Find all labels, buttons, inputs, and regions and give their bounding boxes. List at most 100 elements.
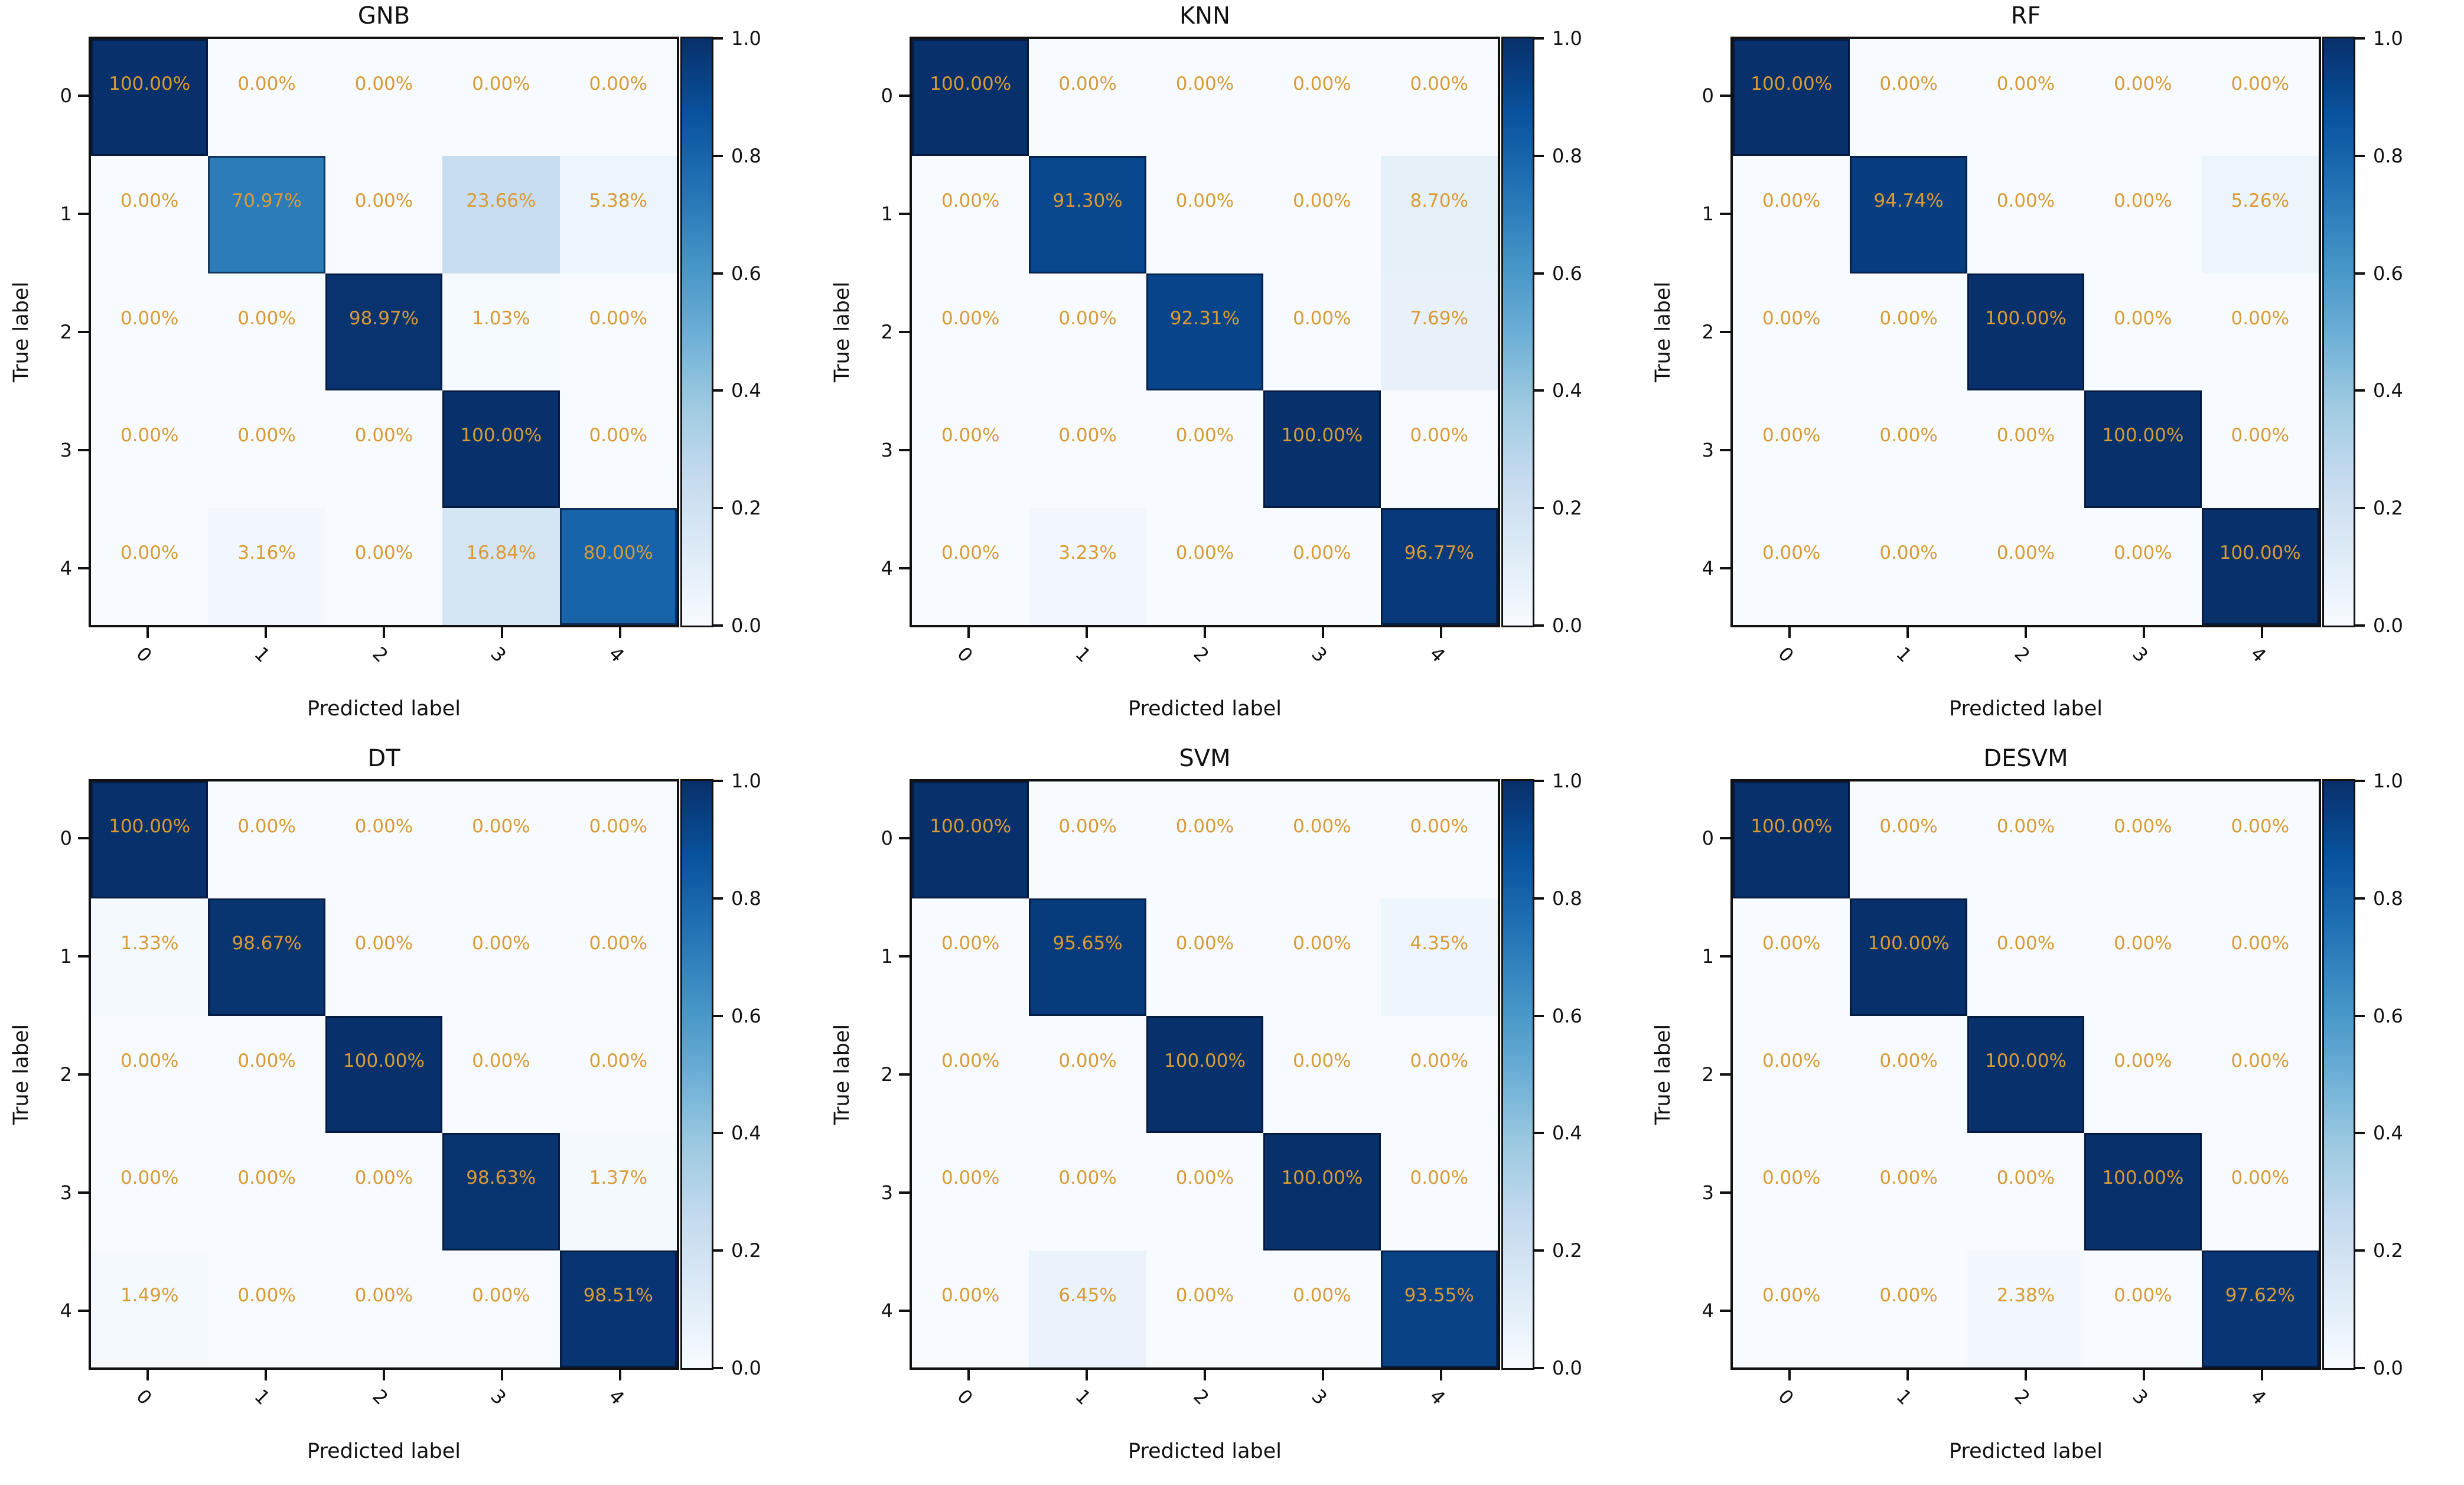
matrix-cell: 0.00%: [1146, 1250, 1264, 1367]
cell-value: 0.00%: [1762, 1284, 1821, 1306]
y-tick-label: 0: [881, 84, 893, 107]
x-tick-mark: [2261, 627, 2263, 638]
cell-value: 0.00%: [1293, 1284, 1351, 1306]
colorbar: [1501, 37, 1534, 627]
cell-value: 100.00%: [1281, 425, 1363, 447]
cell-value: 0.00%: [120, 307, 179, 329]
matrix-cell: 94.74%: [1850, 156, 1967, 273]
cell-value: 0.00%: [354, 73, 413, 95]
x-tick-label: 4: [1425, 1385, 1450, 1409]
y-tick-mark: [1720, 567, 1730, 569]
cell-value: 0.00%: [1175, 816, 1234, 837]
panel-title: DESVM: [1983, 745, 2068, 772]
matrix-cell: 0.00%: [1967, 156, 2085, 273]
matrix-cell: 95.65%: [1029, 898, 1146, 1016]
matrix-cell: 98.67%: [208, 898, 325, 1016]
matrix-cell: 91.30%: [1029, 156, 1146, 273]
confusion-matrix: 100.00% 0.00% 0.00% 0.00% 0.00% 0.00% 91.30% 0.…: [910, 37, 1500, 627]
matrix-cell: 0.00%: [208, 390, 325, 508]
y-tick-mark: [78, 1191, 89, 1194]
y-tick-mark: [78, 331, 89, 333]
cell-value: 0.00%: [1293, 1050, 1351, 1072]
cell-value: 0.00%: [1762, 542, 1821, 564]
cell-value: 0.00%: [1410, 1050, 1469, 1072]
x-tick-label: 4: [2246, 642, 2271, 667]
x-tick-label: 4: [604, 642, 629, 667]
cell-value: 91.30%: [1052, 190, 1123, 212]
y-tick-mark: [899, 331, 910, 333]
matrix-cell: 0.00%: [912, 1250, 1029, 1367]
colorbar-tick-label: 0.0: [1552, 1357, 1582, 1379]
cell-value: 1.49%: [120, 1284, 179, 1306]
y-tick-mark: [78, 95, 89, 97]
cell-value: 0.00%: [237, 1050, 296, 1072]
matrix-cell: 100.00%: [912, 781, 1029, 899]
colorbar-tick-mark: [1534, 272, 1544, 275]
colorbar-tick-label: 0.4: [731, 1122, 761, 1145]
cell-value: 0.00%: [941, 542, 1000, 564]
x-tick-mark: [2261, 1370, 2263, 1380]
matrix-cell: 7.69%: [1380, 273, 1498, 391]
cell-value: 0.00%: [354, 1284, 413, 1306]
x-tick-label: 1: [1071, 1385, 1096, 1409]
cell-value: 1.37%: [589, 1167, 648, 1189]
matrix-cell: 0.00%: [1967, 507, 2085, 625]
cell-value: 98.97%: [348, 307, 419, 329]
colorbar-tick-mark: [1534, 1132, 1544, 1135]
confusion-matrix: 100.00% 0.00% 0.00% 0.00% 0.00% 0.00% 70.97% 0.…: [89, 37, 679, 627]
matrix-cell: 1.37%: [559, 1133, 677, 1250]
cell-value: 95.65%: [1052, 933, 1123, 955]
matrix-cell: 100.00%: [91, 781, 208, 899]
cell-value: 0.00%: [1762, 1167, 1821, 1189]
cell-value: 0.00%: [1058, 1050, 1117, 1072]
cell-value: 0.00%: [2231, 816, 2290, 837]
cell-value: 0.00%: [1058, 425, 1117, 447]
matrix-cell: 0.00%: [2084, 156, 2202, 273]
matrix-cell: 0.00%: [1029, 1133, 1146, 1250]
matrix-cell: 100.00%: [1850, 898, 1967, 1016]
colorbar-tick-mark: [713, 1132, 723, 1135]
matrix-cell: 0.00%: [1029, 390, 1146, 508]
cell-value: 0.00%: [1410, 1167, 1469, 1189]
x-axis-label: Predicted label: [307, 697, 461, 721]
matrix-cell: 1.49%: [91, 1250, 208, 1367]
colorbar-tick-mark: [2355, 1367, 2365, 1369]
x-tick-mark: [383, 627, 385, 638]
matrix-cell: 0.00%: [442, 1250, 560, 1367]
colorbar: [1501, 779, 1534, 1370]
cell-value: 0.00%: [354, 425, 413, 447]
matrix-cell: 8.70%: [1380, 156, 1498, 273]
y-tick-mark: [78, 955, 89, 958]
x-tick-mark: [2143, 1370, 2145, 1380]
matrix-cell: 0.00%: [325, 781, 443, 899]
matrix-cell: 100.00%: [2084, 1133, 2202, 1250]
cell-value: 0.00%: [1762, 1050, 1821, 1072]
y-tick-label: 3: [1702, 1181, 1714, 1204]
colorbar-tick-mark: [713, 507, 723, 510]
cell-value: 0.00%: [1410, 425, 1469, 447]
y-tick-mark: [78, 213, 89, 215]
cell-value: 0.00%: [1175, 1167, 1234, 1189]
y-tick-mark: [899, 213, 910, 215]
x-tick-mark: [1086, 1370, 1088, 1380]
cell-value: 0.00%: [472, 73, 530, 95]
cell-value: 100.00%: [109, 816, 191, 837]
colorbar-tick-label: 0.8: [2373, 144, 2403, 167]
cell-value: 0.00%: [1762, 307, 1821, 329]
cell-value: 0.00%: [120, 190, 179, 212]
x-tick-label: 0: [132, 1385, 157, 1409]
cell-value: 0.00%: [2231, 425, 2290, 447]
cell-value: 94.74%: [1873, 190, 1944, 212]
matrix-cell: 0.00%: [1146, 156, 1264, 273]
cell-value: 0.00%: [472, 816, 530, 837]
matrix-cell: 100.00%: [2201, 507, 2319, 625]
matrix-cell: 0.00%: [208, 1133, 325, 1250]
panel-gnb: GNB True label 100.00% 0.00% 0.00% 0.00% 0.0…: [0, 0, 821, 742]
matrix-cell: 4.35%: [1380, 898, 1498, 1016]
x-tick-mark: [967, 1370, 970, 1380]
y-tick-mark: [78, 567, 89, 569]
colorbar-tick-label: 0.2: [1552, 497, 1582, 520]
cell-value: 0.00%: [2231, 73, 2290, 95]
colorbar-tick-mark: [2355, 507, 2365, 510]
colorbar-tick-label: 0.0: [731, 614, 761, 637]
